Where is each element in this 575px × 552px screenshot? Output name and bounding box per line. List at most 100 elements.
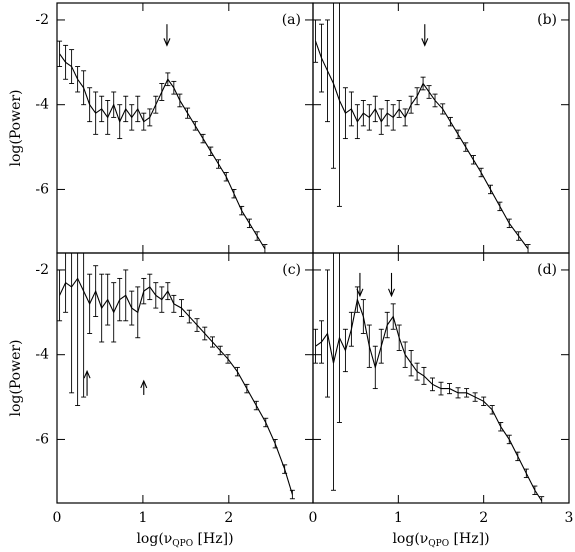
error-bar <box>216 159 222 169</box>
error-bar <box>123 95 129 123</box>
error-bar <box>217 345 223 356</box>
error-bar <box>165 72 171 87</box>
error-bar <box>489 405 495 415</box>
error-bar <box>432 93 438 108</box>
error-bar <box>179 299 185 318</box>
y-tick-label: -4 <box>35 97 49 113</box>
error-bar <box>81 70 87 106</box>
error-bar <box>192 121 198 131</box>
error-bar <box>498 422 504 432</box>
qpo-arrow <box>356 272 364 298</box>
y-tick-label: -4 <box>35 347 49 363</box>
error-bar <box>384 311 390 339</box>
y-tick-label: -6 <box>35 181 49 197</box>
error-bar <box>455 129 461 140</box>
plot-area <box>57 253 295 500</box>
error-bar <box>87 87 93 123</box>
error-bar <box>117 104 123 140</box>
x-axis-label: log(νQPO [Hz]) <box>392 531 489 549</box>
error-bar <box>366 324 372 368</box>
y-axis-label: log(Power) <box>8 89 24 166</box>
error-bar <box>539 496 545 503</box>
panel: (c) 0 1 2 -2 -4 -6 log(Power) log(νQPO [Hz]) <box>8 252 314 549</box>
x-tick-label: 1 <box>138 510 147 526</box>
error-bar <box>319 320 325 364</box>
error-bar <box>429 377 435 392</box>
error-bar <box>194 318 200 332</box>
panel: (a) -2 -4 -6 log(Power) <box>8 2 314 254</box>
error-bar <box>254 231 260 241</box>
error-bar <box>186 309 192 324</box>
arrow-head <box>421 38 429 47</box>
error-bar <box>171 294 177 313</box>
error-bar <box>231 188 237 199</box>
error-bar <box>272 438 278 449</box>
error-bar <box>497 201 503 212</box>
error-bar <box>396 100 402 118</box>
x-tick-label: 3 <box>565 510 574 526</box>
error-bar <box>63 44 69 80</box>
error-bar <box>366 104 372 131</box>
error-bar <box>354 104 360 140</box>
error-bar <box>378 328 384 364</box>
spectrum-line <box>59 277 293 495</box>
error-bar <box>372 95 378 123</box>
error-bar <box>342 87 348 140</box>
error-bar <box>234 366 240 377</box>
error-bar <box>87 273 93 334</box>
arrow-head <box>388 288 396 298</box>
error-bar <box>171 80 177 95</box>
error-bar <box>447 383 453 395</box>
error-bar <box>185 107 191 119</box>
error-bar <box>135 95 141 123</box>
plot-area <box>313 253 545 503</box>
error-bar <box>426 85 432 99</box>
error-bar <box>225 354 231 364</box>
x-tick-label: 1 <box>394 510 403 526</box>
error-bar <box>330 3 336 169</box>
error-bar <box>463 142 469 152</box>
error-bar <box>117 277 123 322</box>
error-bar <box>147 273 153 301</box>
error-bar <box>69 49 75 84</box>
error-bar <box>408 350 414 377</box>
y-tick-label: -2 <box>35 12 49 28</box>
error-bar <box>93 91 99 135</box>
qpo-arrow <box>140 379 148 395</box>
x-label-subscript: QPO <box>172 539 193 549</box>
error-bar <box>515 451 521 462</box>
x-label-text: log(ν <box>136 531 172 547</box>
x-label-text: [Hz]) <box>449 531 489 547</box>
x-label-subscript: QPO <box>428 539 449 549</box>
error-bar <box>378 108 384 135</box>
error-bar <box>129 104 135 131</box>
error-bar <box>253 400 259 411</box>
arrow-head <box>356 288 364 298</box>
panel: (d) 0 1 2 3 log(νQPO [Hz]) <box>309 252 574 549</box>
error-bar <box>244 383 250 394</box>
error-bar <box>63 253 69 313</box>
error-bar <box>325 269 331 398</box>
error-bar <box>414 87 420 106</box>
qpo-arrow <box>388 272 396 298</box>
error-bar <box>209 336 215 348</box>
error-bar <box>239 205 245 216</box>
panel-label: (b) <box>537 12 557 28</box>
error-bar <box>123 269 129 322</box>
error-bar <box>282 464 288 474</box>
error-bar <box>69 253 75 394</box>
error-bar <box>438 381 444 396</box>
error-bar <box>464 388 470 398</box>
panel-label: (c) <box>282 262 301 278</box>
error-bar <box>289 489 295 500</box>
error-bar <box>348 311 354 347</box>
qpo-arrow <box>163 24 171 47</box>
error-bar <box>99 95 105 123</box>
error-bar <box>396 324 402 351</box>
x-tick-label: 2 <box>224 510 233 526</box>
error-bar <box>325 19 331 123</box>
error-bar <box>481 396 487 406</box>
error-bar <box>420 76 426 91</box>
error-bar <box>440 103 446 115</box>
error-bar <box>57 40 63 68</box>
